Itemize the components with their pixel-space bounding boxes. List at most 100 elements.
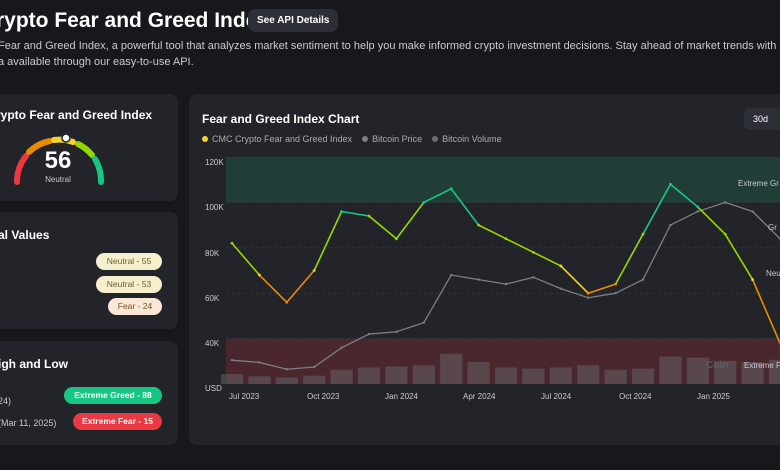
historical-pill-3: Fear - 24 [108, 298, 162, 315]
fear-greed-index-point [312, 269, 316, 272]
y-tick-label: 60K [205, 294, 220, 303]
bitcoin-price-point [587, 296, 590, 299]
bitcoin-price-point [258, 361, 261, 364]
fear-greed-index-segment [614, 233, 644, 285]
volume-bar [714, 360, 737, 384]
fear-greed-index-segment [505, 238, 534, 254]
extreme-fear-zone [226, 338, 780, 384]
bitcoin-price-point [477, 278, 480, 281]
fear-greed-index-segment [697, 206, 726, 235]
volume-bar [768, 359, 780, 384]
zone-label-greed: Gr [768, 223, 777, 232]
volume-bar [220, 374, 244, 384]
coinmarketcap-watermark: Coin [706, 360, 729, 371]
page-description-line-1: Fear and Greed Index, a powerful tool th… [0, 40, 780, 52]
bitcoin-price-point [504, 282, 508, 286]
historical-pill-1: Neutral - 55 [96, 253, 162, 270]
y-tick-label: 40K [205, 339, 220, 348]
fear-greed-index-point [696, 205, 700, 209]
high-low-title: igh and Low [0, 357, 68, 371]
volume-bar [440, 353, 463, 384]
fear-greed-index-segment [423, 188, 452, 204]
fear-greed-index-segment [751, 279, 780, 344]
high-date: 24) [0, 396, 12, 406]
see-api-details-button[interactable]: See API Details [248, 9, 339, 32]
volume-bar [357, 367, 381, 384]
gauge-label: Neutral [45, 175, 71, 184]
fear-greed-index-point [586, 291, 590, 295]
page-title: rypto Fear and Greed Index [0, 9, 270, 32]
bitcoin-price-point [696, 210, 699, 213]
fear-greed-index-segment [313, 211, 343, 271]
volume-bar [330, 369, 353, 384]
fear-greed-index-segment [642, 183, 672, 235]
x-tick-label: Jan 2025 [697, 392, 730, 401]
fear-greed-index-point [559, 264, 563, 268]
fear-greed-index-point [340, 210, 343, 213]
fear-greed-index-point [723, 232, 727, 236]
bitcoin-price-point [422, 321, 425, 324]
bitcoin-price-point [641, 278, 645, 281]
volume-bar [549, 367, 572, 384]
y-tick-label: USD [205, 384, 222, 393]
volume-bar [741, 362, 764, 384]
fear-greed-index-point [449, 187, 453, 191]
zone-label-extreme-fear: Extreme F [744, 361, 780, 370]
fear-greed-index-segment [231, 242, 261, 276]
fear-greed-index-segment [368, 215, 397, 240]
historical-pill-2: Neutral - 53 [96, 276, 162, 293]
bitcoin-price-point [669, 223, 672, 227]
legend-btc-price[interactable]: Bitcoin Price [362, 134, 422, 144]
fear-greed-index-point [367, 214, 371, 218]
bitcoin-price-point [532, 276, 535, 279]
volume-bar [686, 357, 709, 384]
zone-label-extreme-greed: Extreme Gr [738, 179, 779, 188]
fear-greed-index-point [641, 232, 645, 236]
fear-greed-index-segment [533, 251, 562, 267]
fear-greed-index-point [285, 300, 289, 304]
fear-greed-index-point [669, 182, 672, 186]
volume-bar [604, 369, 627, 384]
low-date: (Mar 11, 2025) [0, 418, 57, 428]
extreme-greed-pill: Extreme Greed - 88 [64, 387, 162, 404]
chart-title: Fear and Greed Index Chart [202, 112, 360, 126]
bitcoin-price-point [614, 292, 617, 295]
x-tick-label: Oct 2024 [619, 392, 652, 401]
legend-index[interactable]: CMC Crypto Fear and Greed Index [202, 134, 352, 144]
volume-bar [659, 356, 682, 384]
fear-greed-index-segment [478, 224, 507, 240]
fear-greed-index-segment [669, 183, 699, 208]
gauge-icon [13, 133, 104, 185]
y-tick-label: 100K [205, 203, 224, 212]
x-tick-label: Jul 2023 [229, 392, 260, 401]
historical-values-title: al Values [0, 228, 50, 242]
bitcoin-price-point [285, 368, 288, 371]
volume-bar [631, 368, 655, 384]
fear-greed-index-segment [450, 188, 480, 226]
bitcoin-price-point [367, 332, 371, 336]
bitcoin-price-point [340, 346, 343, 349]
fear-greed-index-segment [341, 210, 370, 217]
gauge-card-title: rypto Fear and Greed Index [0, 108, 153, 122]
bitcoin-price-point [230, 358, 234, 362]
legend-btc-volume[interactable]: Bitcoin Volume [432, 134, 502, 144]
extreme-greed-zone [226, 157, 780, 203]
extreme-fear-pill: Extreme Fear - 15 [73, 413, 162, 430]
chart-legend: CMC Crypto Fear and Greed Index Bitcoin … [202, 134, 502, 144]
range-30d-button[interactable]: 30d [744, 108, 780, 130]
volume-bar [248, 376, 271, 384]
volume-bar [577, 365, 600, 384]
x-tick-label: Jul 2024 [541, 392, 572, 401]
bitcoin-price-point [751, 210, 754, 213]
fear-greed-index-segment [258, 274, 288, 303]
bitcoin-price-point [724, 201, 727, 204]
y-tick-label: 80K [205, 249, 220, 258]
bitcoin-price-point [450, 273, 453, 277]
chart-card [189, 94, 780, 445]
fear-greed-index-segment [724, 233, 754, 280]
gauge-value: 56 [44, 147, 72, 174]
fear-greed-index-point [258, 273, 261, 277]
volume-bar [303, 375, 326, 384]
fear-greed-index-point [395, 237, 398, 241]
